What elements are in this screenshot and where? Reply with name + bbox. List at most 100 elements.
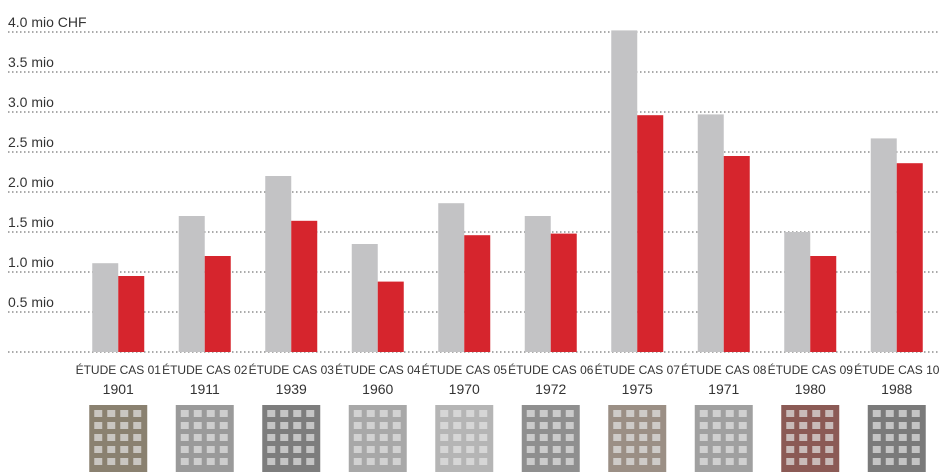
photo-window bbox=[440, 410, 449, 417]
photo-window bbox=[379, 422, 388, 429]
photo-window bbox=[626, 422, 635, 429]
photo-window bbox=[392, 458, 401, 465]
photo-window bbox=[799, 446, 808, 453]
photo-window bbox=[552, 434, 561, 441]
bar bbox=[637, 115, 664, 352]
photo-window bbox=[539, 446, 548, 453]
photo-window bbox=[219, 422, 228, 429]
photo-window bbox=[440, 446, 449, 453]
photo-window bbox=[872, 410, 881, 417]
photo-window bbox=[626, 434, 635, 441]
x-tick-label: ÉTUDE CAS 05 bbox=[422, 362, 508, 377]
photo-window bbox=[565, 410, 574, 417]
photo-window bbox=[267, 422, 276, 429]
photo-window bbox=[107, 458, 116, 465]
photo-window bbox=[786, 446, 795, 453]
photo-window bbox=[552, 446, 561, 453]
photo-window bbox=[825, 458, 834, 465]
photo-window bbox=[911, 410, 920, 417]
photo-window bbox=[652, 410, 661, 417]
photo-window bbox=[565, 422, 574, 429]
photo-window bbox=[133, 458, 142, 465]
photo-window bbox=[94, 446, 103, 453]
photo-window bbox=[786, 458, 795, 465]
photo-window bbox=[479, 446, 488, 453]
photo-window bbox=[193, 410, 202, 417]
bar bbox=[697, 114, 724, 353]
photo-window bbox=[725, 410, 734, 417]
photo-window bbox=[293, 434, 302, 441]
x-tick-label: ÉTUDE CAS 08 bbox=[681, 362, 767, 377]
photo-window bbox=[552, 458, 561, 465]
x-tick-label: ÉTUDE CAS 06 bbox=[508, 362, 594, 377]
photo-window bbox=[872, 434, 881, 441]
photo-window bbox=[280, 458, 289, 465]
photo-window bbox=[353, 410, 362, 417]
photo-window bbox=[639, 410, 648, 417]
photo-window bbox=[133, 410, 142, 417]
photo-window bbox=[738, 434, 747, 441]
photo-window bbox=[306, 446, 315, 453]
photo-window bbox=[94, 458, 103, 465]
photo-window bbox=[552, 422, 561, 429]
photo-window bbox=[219, 458, 228, 465]
photo-window bbox=[613, 410, 622, 417]
y-tick-label: 2.5 mio bbox=[8, 134, 54, 150]
photo-window bbox=[526, 422, 535, 429]
photo-window bbox=[180, 422, 189, 429]
photo-window bbox=[466, 422, 475, 429]
photo-window bbox=[306, 434, 315, 441]
photo-window bbox=[898, 410, 907, 417]
photo-window bbox=[911, 422, 920, 429]
photo-window bbox=[133, 434, 142, 441]
bar bbox=[178, 216, 205, 352]
photo-window bbox=[120, 446, 129, 453]
photo-window bbox=[898, 446, 907, 453]
photo-window bbox=[453, 458, 462, 465]
photo-window bbox=[306, 458, 315, 465]
photo-window bbox=[898, 458, 907, 465]
building-photo bbox=[348, 405, 407, 472]
photo-window bbox=[712, 422, 721, 429]
y-tick-label: 1.5 mio bbox=[8, 214, 54, 230]
photo-window bbox=[293, 410, 302, 417]
photo-window bbox=[392, 434, 401, 441]
photo-window bbox=[94, 434, 103, 441]
photo-window bbox=[466, 446, 475, 453]
photo-window bbox=[466, 458, 475, 465]
x-tick-year: 1975 bbox=[622, 381, 653, 397]
photo-window bbox=[379, 446, 388, 453]
bar bbox=[291, 220, 318, 352]
photo-window bbox=[898, 434, 907, 441]
photo-window bbox=[712, 446, 721, 453]
bar bbox=[204, 256, 231, 352]
photo-window bbox=[353, 434, 362, 441]
photo-window bbox=[565, 434, 574, 441]
photo-window bbox=[786, 434, 795, 441]
photo-window bbox=[812, 422, 821, 429]
building-photo bbox=[175, 405, 234, 472]
photo-window bbox=[738, 446, 747, 453]
photo-window bbox=[911, 434, 920, 441]
x-tick-year: 1980 bbox=[795, 381, 826, 397]
photo-window bbox=[193, 434, 202, 441]
photo-window bbox=[539, 422, 548, 429]
bar bbox=[92, 263, 119, 352]
photo-window bbox=[219, 434, 228, 441]
photo-window bbox=[453, 446, 462, 453]
photo-window bbox=[799, 410, 808, 417]
photo-window bbox=[120, 434, 129, 441]
photo-window bbox=[712, 410, 721, 417]
photo-window bbox=[565, 446, 574, 453]
photo-window bbox=[786, 410, 795, 417]
photo-window bbox=[812, 410, 821, 417]
photo-window bbox=[479, 410, 488, 417]
photo-window bbox=[479, 422, 488, 429]
photo-window bbox=[466, 410, 475, 417]
photo-window bbox=[453, 434, 462, 441]
photo-window bbox=[353, 446, 362, 453]
bar bbox=[611, 30, 638, 353]
photo-window bbox=[725, 446, 734, 453]
photo-window bbox=[725, 458, 734, 465]
